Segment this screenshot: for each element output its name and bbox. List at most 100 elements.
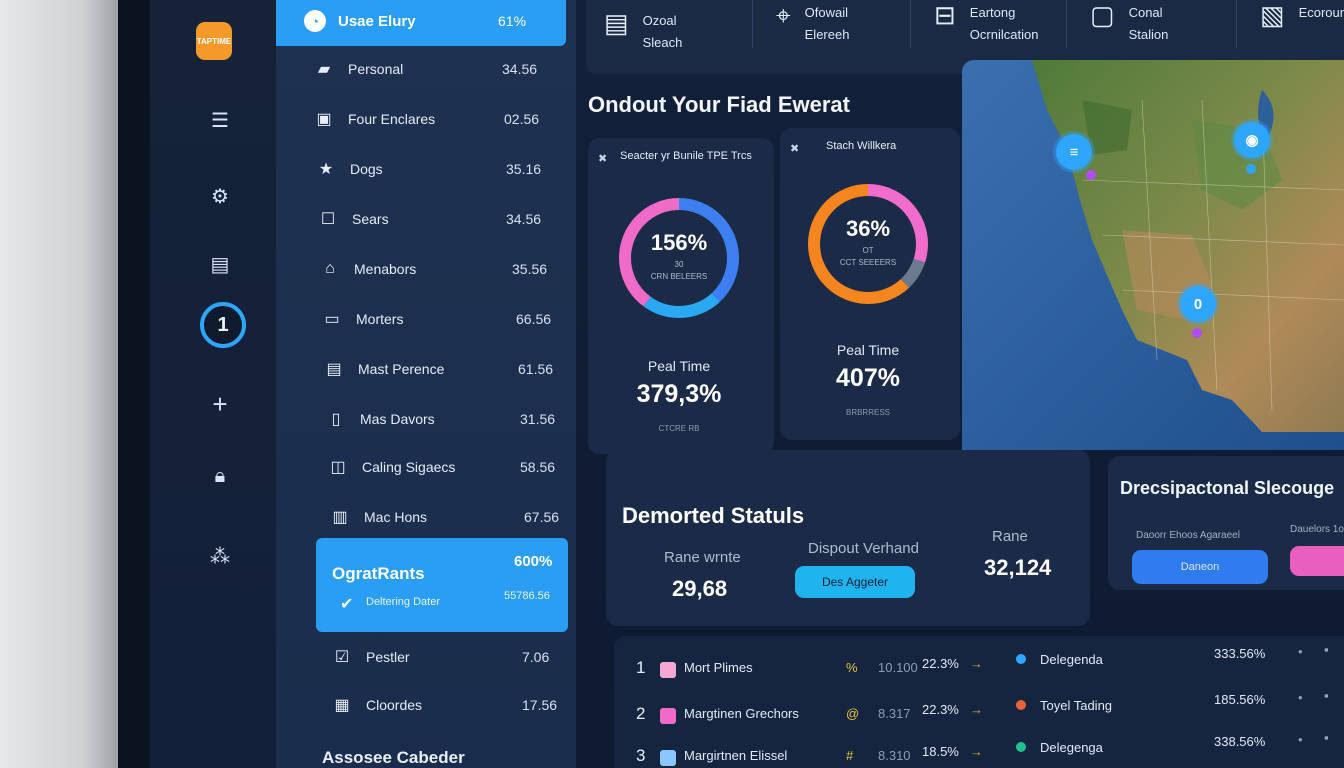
sidebar-item-value: 61.56 [518,361,554,377]
train-icon: ⊟ [934,0,956,30]
sidebar-item[interactable]: ▯ Mas Davors 31.56 [324,404,574,434]
donut-card[interactable] [588,138,774,454]
monitor-bezel [0,0,118,768]
status-title: Demorted Statuls [622,503,805,528]
donut-segment [808,184,928,304]
toolbar-item[interactable]: ▢ Conal Stalion [1090,2,1168,46]
stat-label: Rane [992,528,1028,545]
highlight-sub: Deltering Dater [366,596,440,608]
sidebar-item-value: 34.56 [506,211,542,227]
share-icon[interactable]: ⁂ [210,545,230,568]
donut-sublabel: 30 [674,260,684,269]
close-icon[interactable]: ✖ [790,143,800,155]
sidebar-item-value: 31.56 [520,411,556,427]
side-card-title: Drecsipactonal Slecouge [1120,478,1335,498]
box-icon: ▢ [1090,0,1115,30]
map-pin-icon[interactable]: ≡ [1056,134,1092,170]
sidebar-item-label: Dogs [350,161,383,177]
map-pin-marker[interactable]: 0 [1180,286,1216,322]
row-marker: @ [846,706,860,721]
gear-icon[interactable]: ⚙ [211,185,229,208]
sidebar-item-value: 67.56 [524,509,560,525]
square-icon: ☐ [320,211,336,228]
sidebar-item[interactable]: ▦ Cloordes 17.56 [330,690,560,720]
sidebar-item[interactable]: ▤ Mast Perence 61.56 [322,354,572,384]
sidebar-item[interactable]: ▣ Four Enclares 02.56 [312,104,562,134]
donut-card[interactable] [780,128,960,440]
toolbar-item[interactable]: ⊟ Eartong Ocrnilcation [934,2,1038,46]
sidebar-item-value: 61% [498,13,527,29]
sidebar-item-label: Sears [352,211,389,227]
toolbar-item[interactable]: ⌖ Ofowail Elereeh [776,2,849,46]
image-icon: ▧ [1260,0,1285,30]
store-icon: ⌂ [325,260,335,277]
sidebar-item-value: 17.56 [522,697,558,713]
row-color-swatch [660,662,676,678]
sidebar-item[interactable]: ▰ Personal 34.56 [312,54,562,84]
toolbar-item[interactable]: ▧ Ecorounl [1260,2,1344,28]
stat-value: 29,68 [672,576,728,601]
donut-metric-label: Peal Time [647,358,711,374]
side-card-pink-button[interactable] [1290,546,1344,576]
sidebar-item-label: Mac Hons [364,509,428,525]
row-name: Margtinen Grechors [684,706,799,721]
status-dot [1016,742,1026,752]
sidebar-bottom-label: Assosee Cabeder [322,748,465,767]
sidebar-item[interactable]: ▥ Mac Hons 67.56 [328,502,578,532]
sidebar-item[interactable]: ★ Dogs 35.16 [314,154,564,184]
donut-segment [619,198,739,318]
donut-sublabel: CCT SEEEERS [839,258,897,267]
sidebar-item[interactable]: ☑ Pestler 7.06 [330,642,560,672]
sidebar-item[interactable]: ☐ Sears 34.56 [316,204,566,234]
map-card[interactable]: ≡ ◉ 0 [962,60,1344,450]
stat-label: Rane wrnte [664,549,741,566]
app-logo[interactable]: TAPTIME [196,22,232,60]
card-icon[interactable]: ▤ [210,253,230,276]
clock-icon: ◔ [304,10,326,32]
side-card-label: Dauelors 1o [1290,524,1344,535]
highlight-title: OgratRants [332,564,425,583]
sidebar-item-value: 66.56 [516,311,552,327]
menu-icon[interactable]: ☰ [211,109,229,132]
notification-badge[interactable]: 1 [200,302,246,348]
bullet-icon: • [1298,690,1303,705]
row-percent: 18.5% [922,744,959,759]
toolbar-item-line1: Conal [1128,5,1163,20]
sidebar-item[interactable]: ⌂ Menabors 35.56 [318,254,568,284]
toolbar-item-line2: Stalion [1128,27,1169,43]
toolbar-item-text: Ofowail Elereeh [805,2,850,46]
toolbar-item[interactable]: ▤ Ozoal Sleach [604,10,682,54]
sidebar-item-label: Mast Perence [358,361,445,377]
icon-rail [150,0,290,768]
row-name: Margirtnen Elissel [684,748,788,763]
sidebar-item[interactable]: ▭ Morters 66.56 [320,304,570,334]
donut-percentage: 36% [845,216,891,241]
map-image [962,60,1344,450]
row-right-value: 338.56% [1214,734,1266,749]
folder-icon: ▰ [317,61,331,78]
plus-icon[interactable]: + [212,388,228,419]
toolbar-item-line2: Elereeh [804,27,850,43]
close-icon[interactable]: ✖ [598,153,608,165]
map-pin-icon: ⌖ [776,0,791,30]
map-pin-icon[interactable]: ◉ [1234,122,1270,158]
ranking-table [614,636,1344,768]
arrow-right-icon: → [970,744,983,759]
status-dot [1016,654,1026,664]
document-icon: ▤ [326,361,342,378]
sidebar-highlight-card[interactable] [316,538,568,632]
row-percent: 22.3% [922,702,959,717]
row-percent: 22.3% [922,656,959,671]
status-action-button[interactable]: Des Aggeter [795,566,915,598]
sidebar-item-active[interactable]: ◔ Usae Elury 61% [304,6,566,36]
sidebar-item[interactable]: ◫ Caling Sigaecs 58.56 [326,452,576,482]
donut-chart [619,198,739,318]
donut-footnote: BRBRRESS [845,408,890,417]
bullet-icon: • [1298,732,1303,747]
stat-label: Dispout Verhand [808,540,919,557]
lock-icon[interactable]: 🔒︎ [214,464,226,487]
row-action-icon: ▪ [1324,730,1329,745]
side-card-button[interactable]: Daneon [1132,550,1268,584]
toolbar-item-text: Ecorounl [1299,2,1344,24]
briefcase-icon: ▣ [316,111,332,128]
